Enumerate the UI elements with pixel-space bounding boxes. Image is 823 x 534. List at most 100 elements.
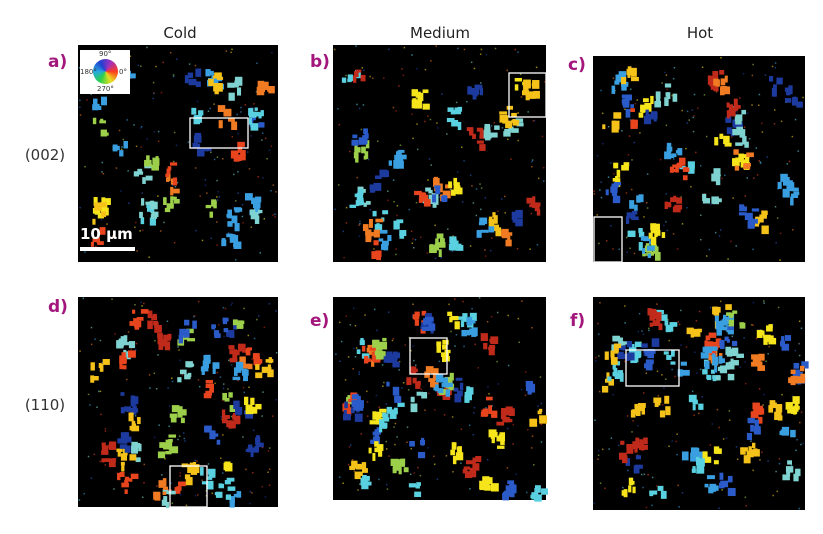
noise-dot xyxy=(252,471,254,474)
noise-dot xyxy=(666,229,669,232)
noise-dot xyxy=(195,229,197,232)
grain xyxy=(379,169,388,178)
grain xyxy=(163,334,171,341)
grain xyxy=(379,229,388,234)
noise-dot xyxy=(601,112,604,115)
noise-dot xyxy=(701,66,704,69)
grain xyxy=(436,341,442,347)
grain xyxy=(779,431,783,436)
grain xyxy=(625,108,631,118)
noise-dot xyxy=(642,333,645,336)
grain xyxy=(457,390,463,397)
noise-dot xyxy=(146,46,148,49)
highlight-box xyxy=(508,72,547,118)
noise-dot xyxy=(788,160,791,163)
noise-dot xyxy=(222,399,224,402)
noise-dot xyxy=(461,201,464,203)
grain xyxy=(409,441,415,447)
grain xyxy=(145,201,151,205)
grain xyxy=(435,384,439,392)
grain xyxy=(121,482,129,488)
noise-dot xyxy=(686,122,689,124)
noise-dot xyxy=(141,192,144,194)
noise-dot xyxy=(376,329,378,332)
grain xyxy=(641,248,646,254)
grain xyxy=(777,181,782,189)
grain xyxy=(645,109,649,119)
noise-dot xyxy=(599,302,601,304)
grain xyxy=(493,224,500,232)
noise-dot xyxy=(478,297,481,299)
grain xyxy=(621,164,629,171)
grain xyxy=(479,128,484,137)
noise-dot xyxy=(661,82,663,84)
grain xyxy=(442,339,449,345)
noise-dot xyxy=(536,243,539,246)
noise-dot xyxy=(721,177,723,180)
grain xyxy=(209,70,214,76)
grain xyxy=(801,361,809,369)
noise-dot xyxy=(743,337,745,339)
grain xyxy=(217,105,226,112)
grain xyxy=(173,196,177,200)
noise-dot xyxy=(242,221,244,224)
grain xyxy=(625,94,633,101)
grain xyxy=(456,187,463,195)
noise-dot xyxy=(527,428,529,431)
grain xyxy=(382,412,387,418)
grain xyxy=(722,314,727,319)
grain xyxy=(351,460,358,469)
grain xyxy=(356,463,364,470)
grain xyxy=(635,409,641,417)
noise-dot xyxy=(378,406,380,409)
grain xyxy=(343,413,351,421)
grain xyxy=(618,341,624,345)
noise-dot xyxy=(187,141,190,143)
grain xyxy=(664,151,672,160)
noise-dot xyxy=(358,224,360,226)
grain xyxy=(209,211,214,218)
grain xyxy=(643,445,648,450)
noise-dot xyxy=(748,137,751,140)
grain xyxy=(233,241,242,249)
noise-dot xyxy=(469,174,472,177)
noise-dot xyxy=(391,339,394,342)
noise-dot xyxy=(685,346,688,348)
noise-dot xyxy=(647,474,649,476)
noise-dot xyxy=(261,139,263,141)
noise-dot xyxy=(338,321,341,324)
grain xyxy=(229,333,235,338)
noise-dot xyxy=(353,307,355,310)
noise-dot xyxy=(480,187,483,189)
noise-dot xyxy=(342,230,345,233)
grain xyxy=(440,238,445,247)
grain xyxy=(171,405,180,413)
noise-dot xyxy=(665,193,668,195)
noise-dot xyxy=(667,318,669,321)
noise-dot xyxy=(385,440,387,443)
wheel-label: 90° xyxy=(99,50,112,58)
noise-dot xyxy=(415,364,417,367)
noise-dot xyxy=(388,455,390,457)
grain xyxy=(356,349,361,355)
grain xyxy=(617,351,624,360)
noise-dot xyxy=(137,64,140,67)
noise-dot xyxy=(424,120,426,123)
highlight-box xyxy=(625,349,680,387)
noise-dot xyxy=(114,333,116,335)
grain xyxy=(720,78,726,86)
grain xyxy=(634,350,642,358)
noise-dot xyxy=(756,174,759,176)
grain xyxy=(341,77,347,83)
grain xyxy=(637,403,646,408)
grain xyxy=(187,464,193,474)
noise-dot xyxy=(356,176,359,179)
noise-dot xyxy=(406,426,409,428)
noise-dot xyxy=(776,490,778,493)
noise-dot xyxy=(237,171,239,173)
grain xyxy=(361,468,368,473)
noise-dot xyxy=(597,333,600,335)
grain xyxy=(128,73,136,79)
noise-dot xyxy=(765,360,767,363)
